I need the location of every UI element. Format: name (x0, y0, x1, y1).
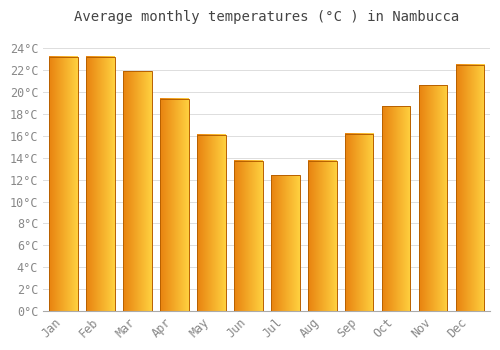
Bar (270, 175, 300, 311)
Bar (308, 161, 336, 311)
Bar (418, 85, 448, 311)
Bar (160, 99, 188, 311)
Bar (234, 161, 262, 311)
Bar (382, 106, 410, 311)
Bar (197, 135, 226, 311)
Bar (49, 57, 78, 311)
Bar (86, 57, 115, 311)
Bar (344, 134, 374, 311)
Bar (123, 71, 152, 311)
Title: Average monthly temperatures (°C ) in Nambucca: Average monthly temperatures (°C ) in Na… (74, 10, 460, 24)
Bar (456, 65, 484, 311)
